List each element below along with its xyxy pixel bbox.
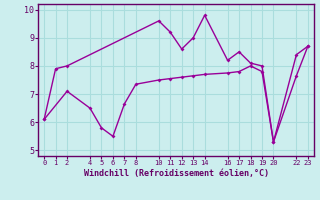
X-axis label: Windchill (Refroidissement éolien,°C): Windchill (Refroidissement éolien,°C) — [84, 169, 268, 178]
